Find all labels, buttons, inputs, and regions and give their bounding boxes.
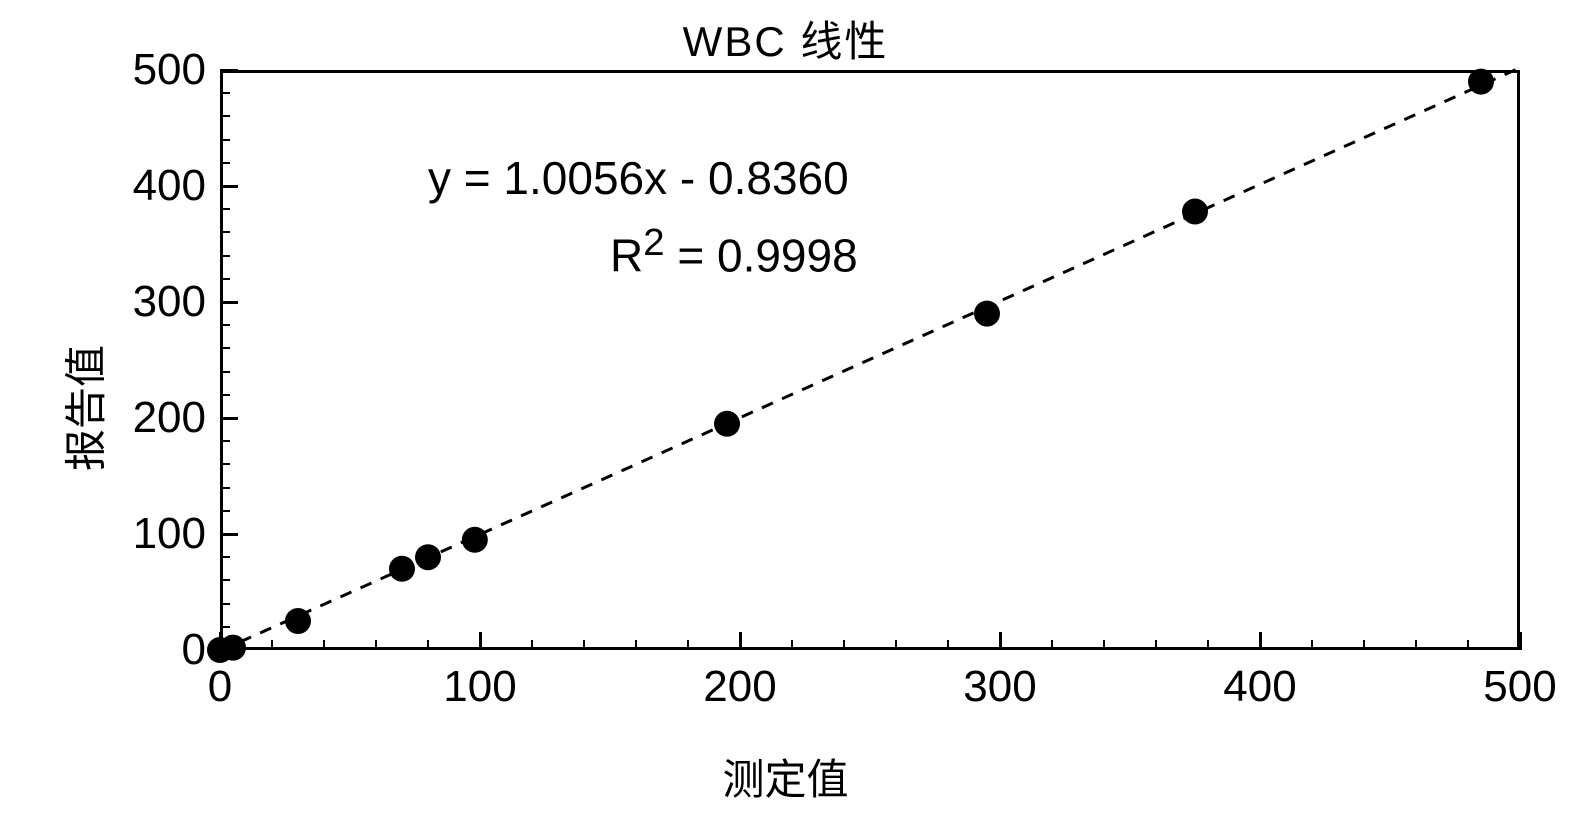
chart-wrapper: WBC 线性 报告值 测定值 0100200300400500010020030… bbox=[0, 0, 1571, 815]
tick-mark bbox=[479, 632, 482, 650]
tick-mark bbox=[219, 632, 222, 650]
data-point bbox=[285, 608, 311, 634]
tick-mark bbox=[220, 231, 230, 233]
chart-title: WBC 线性 bbox=[0, 8, 1571, 69]
tick-mark bbox=[1415, 640, 1417, 650]
tick-mark bbox=[220, 69, 238, 72]
tick-mark bbox=[220, 394, 230, 396]
ytick-label: 200 bbox=[133, 393, 220, 443]
tick-mark bbox=[1519, 632, 1522, 650]
tick-mark bbox=[739, 632, 742, 650]
tick-mark bbox=[220, 347, 230, 349]
data-point bbox=[1182, 199, 1208, 225]
tick-mark bbox=[1207, 640, 1209, 650]
tick-mark bbox=[1155, 640, 1157, 650]
ytick-label: 300 bbox=[133, 277, 220, 327]
r2-annotation: R2 = 0.9998 bbox=[610, 221, 858, 282]
equation-annotation: y = 1.0056x - 0.8360 bbox=[428, 151, 849, 205]
x-axis-label: 测定值 bbox=[0, 746, 1571, 807]
plot-area: 01002003004005000100200300400500y = 1.00… bbox=[220, 70, 1520, 650]
tick-mark bbox=[220, 487, 230, 489]
tick-mark bbox=[1363, 640, 1365, 650]
xtick-label: 500 bbox=[1483, 650, 1556, 712]
tick-mark bbox=[220, 556, 230, 558]
tick-mark bbox=[220, 115, 230, 117]
xtick-label: 400 bbox=[1223, 650, 1296, 712]
data-point bbox=[1468, 69, 1494, 95]
tick-mark bbox=[220, 324, 230, 326]
tick-mark bbox=[220, 463, 230, 465]
ytick-label: 500 bbox=[133, 45, 220, 95]
tick-mark bbox=[1311, 640, 1313, 650]
tick-mark bbox=[220, 603, 230, 605]
tick-mark bbox=[220, 417, 238, 420]
tick-mark bbox=[791, 640, 793, 650]
ytick-label: 400 bbox=[133, 161, 220, 211]
tick-mark bbox=[687, 640, 689, 650]
tick-mark bbox=[220, 533, 238, 536]
data-point bbox=[974, 301, 1000, 327]
tick-mark bbox=[220, 579, 230, 581]
tick-mark bbox=[220, 626, 230, 628]
tick-mark bbox=[635, 640, 637, 650]
xtick-label: 100 bbox=[443, 650, 516, 712]
tick-mark bbox=[220, 440, 230, 442]
tick-mark bbox=[220, 208, 230, 210]
data-point bbox=[389, 556, 415, 582]
tick-mark bbox=[220, 92, 230, 94]
tick-mark bbox=[220, 162, 230, 164]
tick-mark bbox=[1103, 640, 1105, 650]
tick-mark bbox=[583, 640, 585, 650]
fit-line bbox=[220, 68, 1520, 651]
tick-mark bbox=[220, 510, 230, 512]
tick-mark bbox=[1467, 640, 1469, 650]
data-point bbox=[714, 411, 740, 437]
data-point bbox=[462, 527, 488, 553]
tick-mark bbox=[947, 640, 949, 650]
tick-mark bbox=[1259, 632, 1262, 650]
plot-svg bbox=[220, 70, 1520, 650]
tick-mark bbox=[220, 185, 238, 188]
tick-mark bbox=[220, 278, 230, 280]
tick-mark bbox=[220, 371, 230, 373]
tick-mark bbox=[427, 640, 429, 650]
data-point bbox=[415, 544, 441, 570]
tick-mark bbox=[220, 301, 238, 304]
y-axis-label: 报告值 bbox=[53, 344, 114, 470]
xtick-label: 300 bbox=[963, 650, 1036, 712]
tick-mark bbox=[323, 640, 325, 650]
tick-mark bbox=[1051, 640, 1053, 650]
ytick-label: 100 bbox=[133, 509, 220, 559]
xtick-label: 0 bbox=[208, 650, 232, 712]
tick-mark bbox=[271, 640, 273, 650]
tick-mark bbox=[999, 632, 1002, 650]
tick-mark bbox=[843, 640, 845, 650]
xtick-label: 200 bbox=[703, 650, 776, 712]
tick-mark bbox=[375, 640, 377, 650]
tick-mark bbox=[220, 649, 238, 652]
tick-mark bbox=[220, 255, 230, 257]
tick-mark bbox=[531, 640, 533, 650]
tick-mark bbox=[895, 640, 897, 650]
tick-mark bbox=[220, 139, 230, 141]
